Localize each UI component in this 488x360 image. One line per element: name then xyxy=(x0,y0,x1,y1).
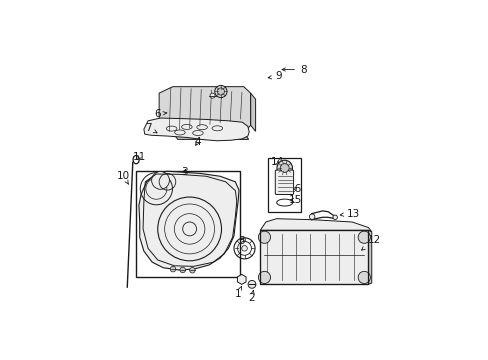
Text: 15: 15 xyxy=(288,195,301,205)
Polygon shape xyxy=(250,93,255,131)
Circle shape xyxy=(258,271,270,284)
Circle shape xyxy=(183,222,196,236)
Circle shape xyxy=(214,85,226,98)
Circle shape xyxy=(332,215,337,220)
Circle shape xyxy=(217,88,224,95)
Polygon shape xyxy=(139,171,239,270)
Circle shape xyxy=(309,214,314,220)
Circle shape xyxy=(189,267,195,273)
Circle shape xyxy=(247,280,255,288)
Text: 7: 7 xyxy=(144,123,157,133)
FancyBboxPatch shape xyxy=(275,170,293,194)
Circle shape xyxy=(210,93,215,98)
Text: 8: 8 xyxy=(282,64,306,75)
Circle shape xyxy=(276,160,292,176)
Bar xyxy=(260,230,367,284)
Text: 1: 1 xyxy=(234,286,241,299)
Circle shape xyxy=(180,267,185,273)
Text: 11: 11 xyxy=(133,152,146,162)
Text: 16: 16 xyxy=(288,184,301,194)
Text: 10: 10 xyxy=(117,171,130,184)
Circle shape xyxy=(170,266,175,272)
Text: 5: 5 xyxy=(238,237,244,246)
Circle shape xyxy=(151,172,169,189)
Text: 12: 12 xyxy=(361,235,380,250)
Bar xyxy=(267,158,301,212)
Text: 4: 4 xyxy=(194,136,201,147)
Text: 2: 2 xyxy=(248,291,255,303)
Circle shape xyxy=(357,271,369,284)
Text: 3: 3 xyxy=(181,167,187,177)
Polygon shape xyxy=(159,87,250,133)
Circle shape xyxy=(241,246,247,251)
Circle shape xyxy=(280,163,288,172)
Text: 9: 9 xyxy=(267,72,281,81)
Text: 6: 6 xyxy=(154,109,166,119)
Polygon shape xyxy=(172,133,248,139)
Circle shape xyxy=(258,231,270,243)
Polygon shape xyxy=(260,230,367,284)
Polygon shape xyxy=(143,118,249,141)
Bar xyxy=(135,171,239,278)
Text: 13: 13 xyxy=(340,209,359,219)
Circle shape xyxy=(357,231,369,243)
Polygon shape xyxy=(260,219,371,232)
Polygon shape xyxy=(367,230,371,284)
Text: 14: 14 xyxy=(270,157,283,167)
